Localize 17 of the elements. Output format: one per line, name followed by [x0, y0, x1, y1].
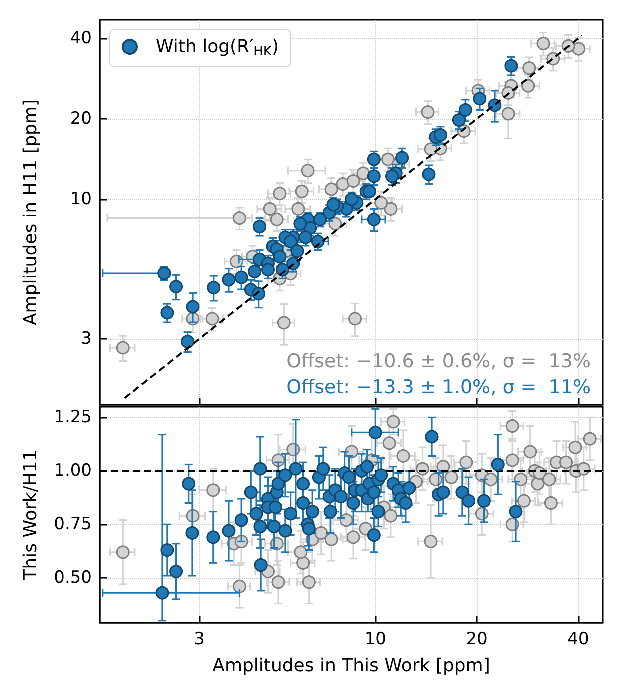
y-tick-label: 0.75 [54, 514, 92, 535]
y-tick-label: 3 [81, 329, 92, 350]
y-tick-label: 0.50 [54, 568, 92, 588]
x-tick-label: 40 [568, 630, 590, 650]
y-tick-label: 40 [70, 28, 92, 49]
x-axis-title: Amplitudes in This Work [ppm] [212, 656, 490, 676]
annotation: Offset: −10.6 ± 0.6%, σ = 13% [286, 350, 592, 372]
y-axis-title: Amplitudes in H11 [ppm] [20, 99, 42, 326]
y-tick-label: 1.00 [54, 461, 92, 482]
x-tick-label: 20 [466, 630, 488, 650]
y-tick-label: 20 [70, 109, 92, 130]
x-tick-label: 10 [364, 630, 386, 650]
annotation: Offset: −13.3 ± 1.0%, σ = 11% [286, 376, 592, 398]
y-axis-title: This Work/H11 [20, 450, 42, 582]
y-tick-label: 1.25 [54, 408, 92, 428]
y-tick-label: 10 [70, 189, 92, 210]
x-tick-label: 3 [194, 630, 205, 650]
